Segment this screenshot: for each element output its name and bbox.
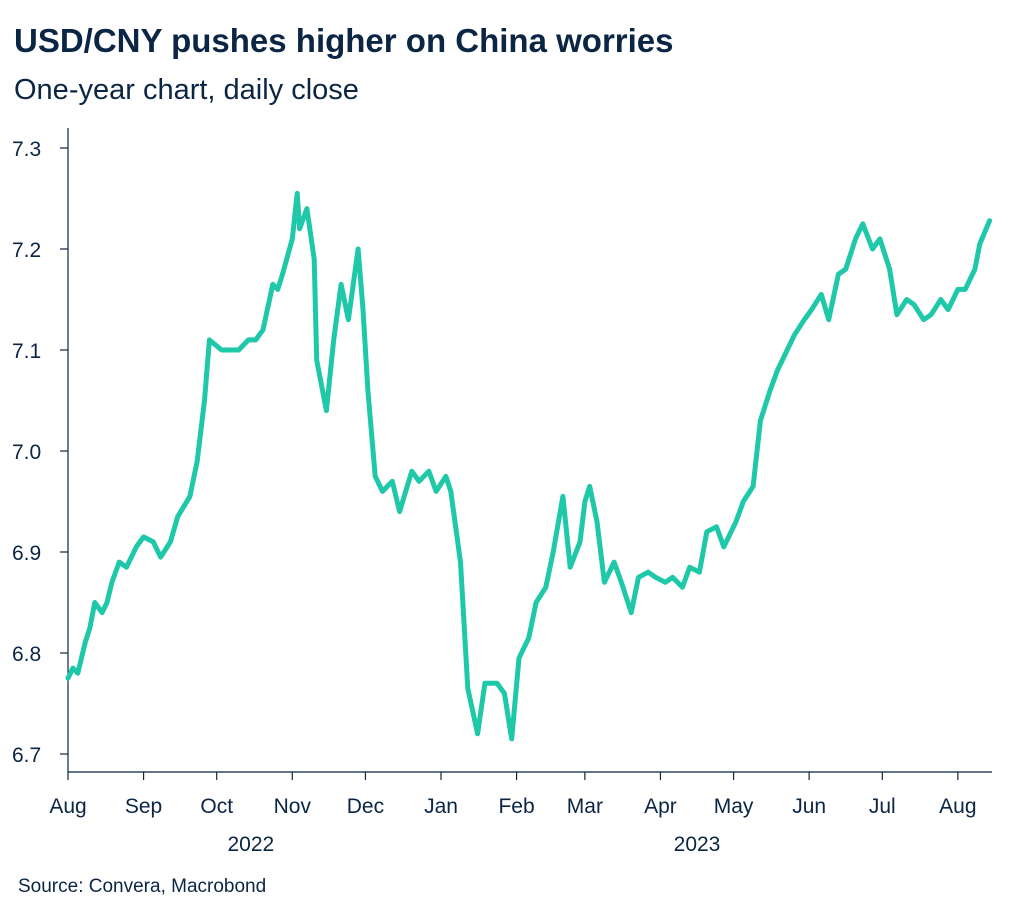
- chart-subtitle: One-year chart, daily close: [14, 74, 359, 106]
- x-tick-label: Jul: [869, 795, 896, 818]
- y-tick-label: 7.2: [12, 239, 41, 262]
- x-tick-label: Apr: [644, 795, 677, 818]
- y-tick-label: 7.0: [12, 441, 41, 464]
- x-tick-label: Aug: [49, 795, 86, 818]
- chart-title: USD/CNY pushes higher on China worries: [14, 22, 674, 59]
- x-tick-label: Jun: [792, 795, 826, 818]
- source-note: Source: Convera, Macrobond: [18, 876, 267, 897]
- x-tick-label: Mar: [567, 795, 603, 818]
- x-tick-label: Aug: [939, 795, 976, 818]
- y-axis-ticks: 6.7 6.8 6.9 7.0 7.1 7.2 7.3: [12, 138, 68, 767]
- y-tick-label: 6.9: [12, 542, 41, 565]
- x-axis-ticks: Aug Sep Oct Nov Dec Jan Feb Mar Apr May Jun Jul Aug 2…: [49, 772, 977, 856]
- y-tick-label: 6.8: [12, 643, 41, 666]
- year-label: 2022: [227, 833, 274, 856]
- y-tick-label: 7.1: [12, 340, 41, 363]
- x-tick-label: Feb: [498, 795, 534, 818]
- x-tick-label: Nov: [274, 795, 312, 818]
- usd-cny-series-line: [65, 190, 993, 742]
- x-tick-label: Jan: [424, 795, 458, 818]
- x-tick-label: Sep: [125, 795, 162, 818]
- x-tick-label: Oct: [200, 795, 233, 818]
- year-label: 2023: [674, 833, 721, 856]
- x-tick-label: May: [714, 795, 754, 818]
- y-tick-label: 6.7: [12, 744, 41, 767]
- y-tick-label: 7.3: [12, 138, 41, 161]
- x-tick-label: Dec: [347, 795, 384, 818]
